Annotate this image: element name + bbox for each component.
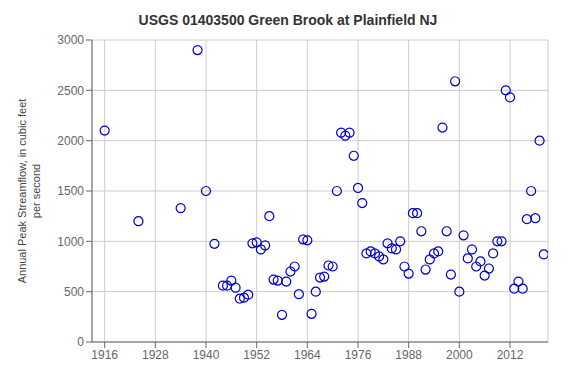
svg-text:1940: 1940 bbox=[193, 348, 220, 362]
svg-text:Annual Peak Streamflow, in cub: Annual Peak Streamflow, in cubic feetper… bbox=[16, 99, 42, 284]
svg-text:2012: 2012 bbox=[497, 348, 524, 362]
svg-text:1000: 1000 bbox=[57, 235, 84, 249]
svg-text:500: 500 bbox=[64, 285, 84, 299]
svg-text:1988: 1988 bbox=[395, 348, 422, 362]
svg-text:2000: 2000 bbox=[446, 348, 473, 362]
svg-text:1928: 1928 bbox=[142, 348, 169, 362]
svg-text:2000: 2000 bbox=[57, 134, 84, 148]
svg-text:1952: 1952 bbox=[243, 348, 270, 362]
svg-text:3000: 3000 bbox=[57, 33, 84, 47]
html-text:USGS 01403500 Green Brook at P: USGS 01403500 Green Brook at Plainfield … bbox=[138, 12, 438, 28]
svg-text:1916: 1916 bbox=[91, 348, 118, 362]
svg-text:1964: 1964 bbox=[294, 348, 321, 362]
svg-text:2500: 2500 bbox=[57, 84, 84, 98]
svg-text:1500: 1500 bbox=[57, 184, 84, 198]
svg-text:1976: 1976 bbox=[345, 348, 372, 362]
svg-text:0: 0 bbox=[77, 335, 84, 349]
